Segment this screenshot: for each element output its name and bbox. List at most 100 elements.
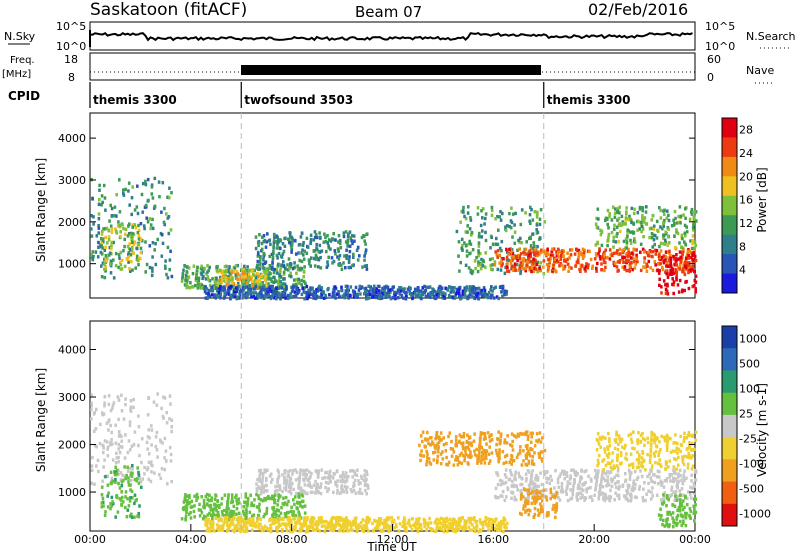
echo-cell	[508, 224, 511, 229]
echo-cell	[136, 184, 139, 188]
echo-cell	[137, 511, 140, 516]
echo-cell	[501, 494, 504, 499]
echo-cell	[255, 482, 258, 486]
echo-cell	[645, 205, 648, 209]
echo-cell	[92, 222, 95, 226]
echo-cell	[624, 216, 628, 220]
echo-cell	[448, 526, 451, 530]
echo-cell	[226, 499, 230, 503]
echo-cell	[484, 251, 487, 255]
echo-cell	[693, 470, 697, 474]
echo-cell	[290, 250, 293, 254]
echo-cell	[111, 458, 115, 462]
echo-cell	[388, 295, 391, 299]
echo-cell	[450, 288, 453, 292]
echo-cell	[364, 248, 368, 252]
echo-cell	[160, 467, 164, 471]
echo-cell	[262, 471, 265, 476]
echo-cell	[465, 285, 469, 289]
echo-cell	[473, 432, 476, 436]
echo-cell	[117, 220, 120, 224]
echo-cell	[344, 266, 347, 270]
echo-cell	[428, 285, 432, 289]
echo-cell	[137, 256, 141, 260]
echo-cell	[250, 295, 253, 299]
echo-cell	[510, 206, 513, 210]
echo-cell	[416, 527, 420, 531]
echo-cell	[447, 434, 450, 439]
echo-cell	[351, 475, 354, 479]
echo-cell	[621, 249, 624, 253]
echo-cell	[616, 260, 620, 264]
echo-cell	[606, 239, 609, 243]
echo-cell	[151, 269, 154, 273]
echo-cell	[153, 471, 156, 475]
echo-cell	[555, 254, 559, 258]
echo-cell	[99, 250, 103, 255]
echo-cell	[223, 272, 226, 277]
echo-cell	[365, 527, 369, 531]
nsky-label: N.Sky	[4, 30, 36, 43]
echo-cell	[302, 470, 306, 475]
echo-cell	[99, 422, 102, 427]
echo-cell	[659, 241, 663, 245]
echo-cell	[129, 405, 133, 409]
echo-cell	[678, 267, 682, 271]
echo-cell	[244, 495, 247, 499]
echo-cell	[91, 250, 95, 254]
echo-cell	[229, 518, 233, 522]
echo-cell	[421, 430, 425, 434]
echo-cell	[257, 486, 261, 490]
echo-cell	[633, 260, 636, 264]
echo-cell	[515, 262, 519, 267]
echo-cell	[641, 214, 644, 218]
echo-cell	[301, 248, 304, 252]
echo-cell	[469, 453, 472, 457]
echo-cell	[610, 477, 613, 481]
echo-cell	[626, 234, 629, 238]
echo-cell	[516, 248, 519, 252]
echo-cell	[245, 525, 248, 529]
echo-cell	[243, 522, 247, 526]
echo-cell	[541, 436, 544, 440]
echo-cell	[577, 260, 580, 265]
echo-cell	[679, 214, 683, 218]
echo-cell	[109, 262, 112, 266]
echo-cell	[366, 296, 369, 301]
echo-cell	[472, 439, 476, 443]
echo-cell	[477, 530, 480, 534]
echo-cell	[166, 276, 170, 280]
echo-cell	[303, 297, 306, 301]
echo-cell	[314, 491, 318, 495]
echo-cell	[682, 493, 685, 498]
echo-cell	[318, 243, 322, 248]
echo-cell	[264, 260, 268, 264]
echo-cell	[633, 237, 636, 241]
echo-cell	[687, 270, 690, 275]
echo-cell	[468, 518, 472, 522]
echo-cell	[313, 235, 317, 240]
echo-cell	[287, 470, 290, 474]
echo-cell	[471, 523, 474, 527]
echo-cell	[267, 273, 270, 277]
echo-cell	[504, 225, 507, 229]
echo-cell	[675, 257, 679, 261]
echo-cell	[460, 451, 463, 455]
echo-cell	[246, 498, 250, 502]
echo-cell	[563, 264, 567, 268]
echo-cell	[367, 519, 371, 523]
echo-cell	[435, 460, 439, 465]
echo-cell	[215, 266, 219, 270]
echo-cell	[265, 509, 269, 514]
echo-cell	[299, 235, 303, 239]
nave-high-rate-block	[241, 65, 541, 75]
echo-cell	[163, 206, 166, 211]
echo-cell	[655, 493, 659, 497]
echo-cell	[115, 472, 119, 476]
echo-cell	[314, 528, 317, 532]
echo-cell	[541, 249, 545, 254]
echo-cell	[301, 468, 305, 473]
echo-cell	[573, 252, 577, 256]
echo-cell	[111, 442, 114, 446]
echo-cell	[130, 249, 134, 253]
